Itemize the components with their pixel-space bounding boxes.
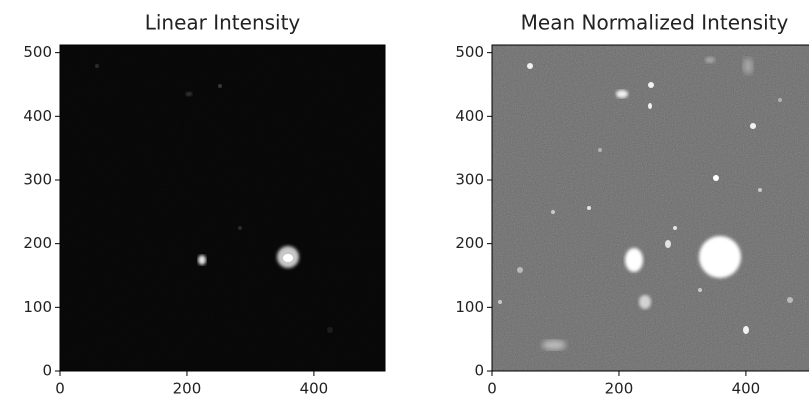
source: [713, 175, 719, 181]
image-noise: [492, 45, 809, 371]
source: [665, 240, 671, 248]
panel-title: Mean Normalized Intensity: [521, 11, 789, 35]
source: [616, 90, 628, 98]
x-tick-label: 200: [605, 380, 634, 398]
source: [639, 295, 651, 309]
source: [283, 254, 293, 262]
source: [625, 248, 643, 272]
source: [758, 188, 762, 192]
panel-title: Linear Intensity: [145, 11, 301, 35]
source: [498, 300, 502, 304]
source: [198, 255, 206, 265]
y-tick-label: 300: [455, 170, 484, 188]
source: [551, 210, 555, 214]
source: [238, 226, 242, 230]
y-tick-label: 0: [474, 362, 484, 380]
source: [787, 297, 793, 303]
source: [698, 288, 702, 292]
source: [743, 326, 749, 334]
source: [598, 148, 602, 152]
image: [60, 45, 385, 371]
y-tick-label: 500: [23, 43, 52, 61]
source: [527, 63, 533, 69]
y-tick-label: 200: [23, 234, 52, 252]
y-tick-label: 200: [455, 234, 484, 252]
x-tick-label: 400: [732, 380, 761, 398]
source: [743, 58, 753, 74]
image: [492, 45, 809, 371]
source: [218, 84, 222, 88]
image-noise: [60, 45, 385, 371]
source: [648, 82, 654, 88]
source: [542, 340, 566, 350]
source: [699, 236, 741, 278]
source: [673, 226, 677, 230]
x-tick-label: 200: [173, 380, 202, 398]
y-tick-label: 400: [455, 107, 484, 125]
source: [778, 98, 782, 102]
y-tick-label: 100: [23, 298, 52, 316]
source: [750, 123, 756, 129]
source: [517, 267, 523, 273]
source: [95, 64, 99, 68]
x-tick-label: 0: [487, 380, 497, 398]
y-tick-label: 0: [42, 362, 52, 380]
axes-frame: [491, 44, 809, 372]
y-tick-label: 400: [23, 107, 52, 125]
source: [587, 206, 591, 210]
x-tick-label: 0: [55, 380, 65, 398]
axes-frame: [59, 44, 386, 372]
source: [327, 327, 333, 333]
source: [186, 92, 192, 96]
source: [648, 103, 652, 109]
y-tick-label: 300: [23, 170, 52, 188]
source: [705, 57, 715, 63]
y-tick-label: 100: [455, 298, 484, 316]
x-tick-label: 400: [300, 380, 329, 398]
y-tick-label: 500: [455, 43, 484, 61]
